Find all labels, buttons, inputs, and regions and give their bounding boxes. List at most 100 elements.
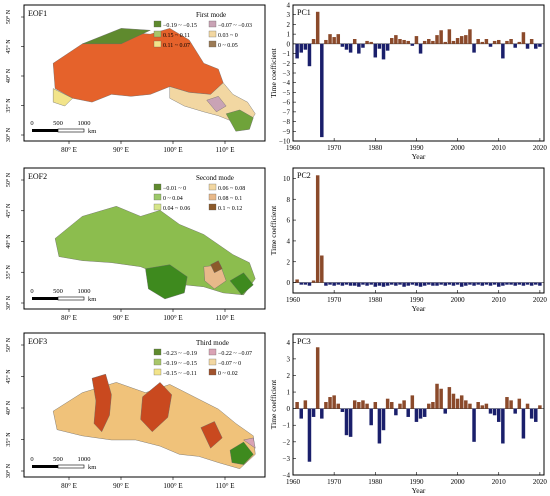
bar-1970 <box>332 395 336 409</box>
bar-1990 <box>414 282 419 286</box>
legend-label: 0.06 ~ 0.08 <box>218 186 245 192</box>
y-tick-label: 6 <box>287 217 291 225</box>
bar-2013 <box>509 39 513 44</box>
bar-2010 <box>496 408 501 422</box>
bar-1970 <box>332 282 336 286</box>
pc-chart-2: 10 8 6 4 2 0 1960 1970 1980 1990 2000 2010 2020 PC2 Ye… <box>269 167 547 313</box>
legend-swatch <box>153 183 162 191</box>
bar-1981 <box>377 408 382 444</box>
scale-label: 500 <box>53 456 63 463</box>
bar-2020 <box>538 282 542 286</box>
bar-2005 <box>476 39 480 44</box>
y-axis-label: Time coefficient <box>269 205 278 255</box>
lat-tick-label: 40° N <box>5 234 12 249</box>
y-tick-label: 2 <box>287 21 291 29</box>
bar-2020 <box>538 43 542 47</box>
lat-tick-label: 45° N <box>5 369 12 384</box>
scale-label: 0 <box>30 120 33 127</box>
y-tick-label: 3 <box>287 355 291 363</box>
bar-2011 <box>501 282 505 286</box>
bar-2007 <box>484 39 489 44</box>
lat-tick-label: 50° N <box>5 172 12 187</box>
chart-frame <box>292 4 545 142</box>
bar-2015 <box>517 398 522 409</box>
legend-swatch <box>208 368 217 376</box>
bar-2016 <box>521 282 526 286</box>
x-tick-label: 2000 <box>451 478 466 486</box>
lon-tick-label: 110° E <box>215 314 234 322</box>
map-region <box>229 272 254 296</box>
x-tick-label: 1980 <box>368 478 383 486</box>
bar-1991 <box>418 282 423 287</box>
bar-2004 <box>472 43 476 53</box>
lat-tick-label: 30° N <box>5 295 12 310</box>
bar-2009 <box>492 40 497 44</box>
bar-2012 <box>505 397 509 409</box>
y-tick-label: 4 <box>287 237 291 245</box>
bar-1985 <box>394 408 398 416</box>
scale-bar-seg <box>32 129 58 132</box>
lon-tick-label: 80° E <box>61 482 77 490</box>
bar-2007 <box>484 403 489 409</box>
bar-1975 <box>352 282 357 286</box>
y-tick-label: −7 <box>283 108 291 116</box>
lon-tick-label: 80° E <box>61 314 77 322</box>
bar-1972 <box>340 43 345 47</box>
bar-2013 <box>509 400 513 409</box>
bar-2003 <box>468 403 472 409</box>
bar-1990 <box>414 36 419 44</box>
bar-1987 <box>402 400 406 409</box>
bar-1987 <box>402 282 406 287</box>
x-tick-label: 1990 <box>409 144 424 152</box>
bar-2005 <box>476 282 480 285</box>
legend-label: 0 ~ 0.05 <box>218 43 238 49</box>
bar-1979 <box>369 408 373 426</box>
legend-label: −0.22 ~ −0.07 <box>218 351 252 357</box>
y-tick-label: 10 <box>283 175 291 183</box>
bar-2011 <box>501 408 505 444</box>
bar-1973 <box>344 282 349 285</box>
bar-1974 <box>348 43 353 53</box>
y-tick-label: −8 <box>283 118 291 126</box>
bar-1963 <box>303 43 308 50</box>
scale-unit: km <box>88 128 96 135</box>
x-tick-label: 2020 <box>533 478 548 486</box>
bar-1986 <box>398 403 402 409</box>
lon-tick-label: 110° E <box>215 146 234 154</box>
y-tick-label: 8 <box>287 196 291 204</box>
bar-1961 <box>295 402 299 409</box>
legend-label: −0.01 ~ 0 <box>163 186 186 192</box>
bar-1995 <box>435 282 439 286</box>
bar-1996 <box>439 282 443 285</box>
bar-1967 <box>320 255 324 283</box>
bar-1982 <box>381 282 386 287</box>
bar-1977 <box>361 43 365 48</box>
legend-swatch <box>208 20 217 28</box>
bar-1994 <box>431 282 435 286</box>
legend-swatch <box>208 30 217 38</box>
bar-2001 <box>459 36 464 44</box>
bar-1961 <box>295 43 299 59</box>
y-tick-label: 2 <box>287 258 291 266</box>
legend-label: 0.03 ~ 0 <box>218 33 238 39</box>
lat-tick-label: 40° N <box>5 68 12 83</box>
scale-bar-seg <box>32 297 58 300</box>
bar-1976 <box>357 282 361 287</box>
legend-swatch <box>153 368 162 376</box>
bar-2006 <box>480 405 485 409</box>
bar-2017 <box>525 43 530 49</box>
chart-frame <box>292 167 545 294</box>
bar-1997 <box>443 41 447 44</box>
x-tick-label: 2000 <box>451 296 466 304</box>
map-region <box>229 441 254 465</box>
bar-1977 <box>361 400 365 409</box>
bar-2017 <box>525 282 530 285</box>
bar-2008 <box>488 282 493 286</box>
bar-2011 <box>501 43 505 59</box>
bar-1968 <box>324 402 328 409</box>
legend-label: −0.23 ~ −0.19 <box>163 351 197 357</box>
bar-2015 <box>517 282 522 285</box>
bar-1974 <box>348 408 353 437</box>
